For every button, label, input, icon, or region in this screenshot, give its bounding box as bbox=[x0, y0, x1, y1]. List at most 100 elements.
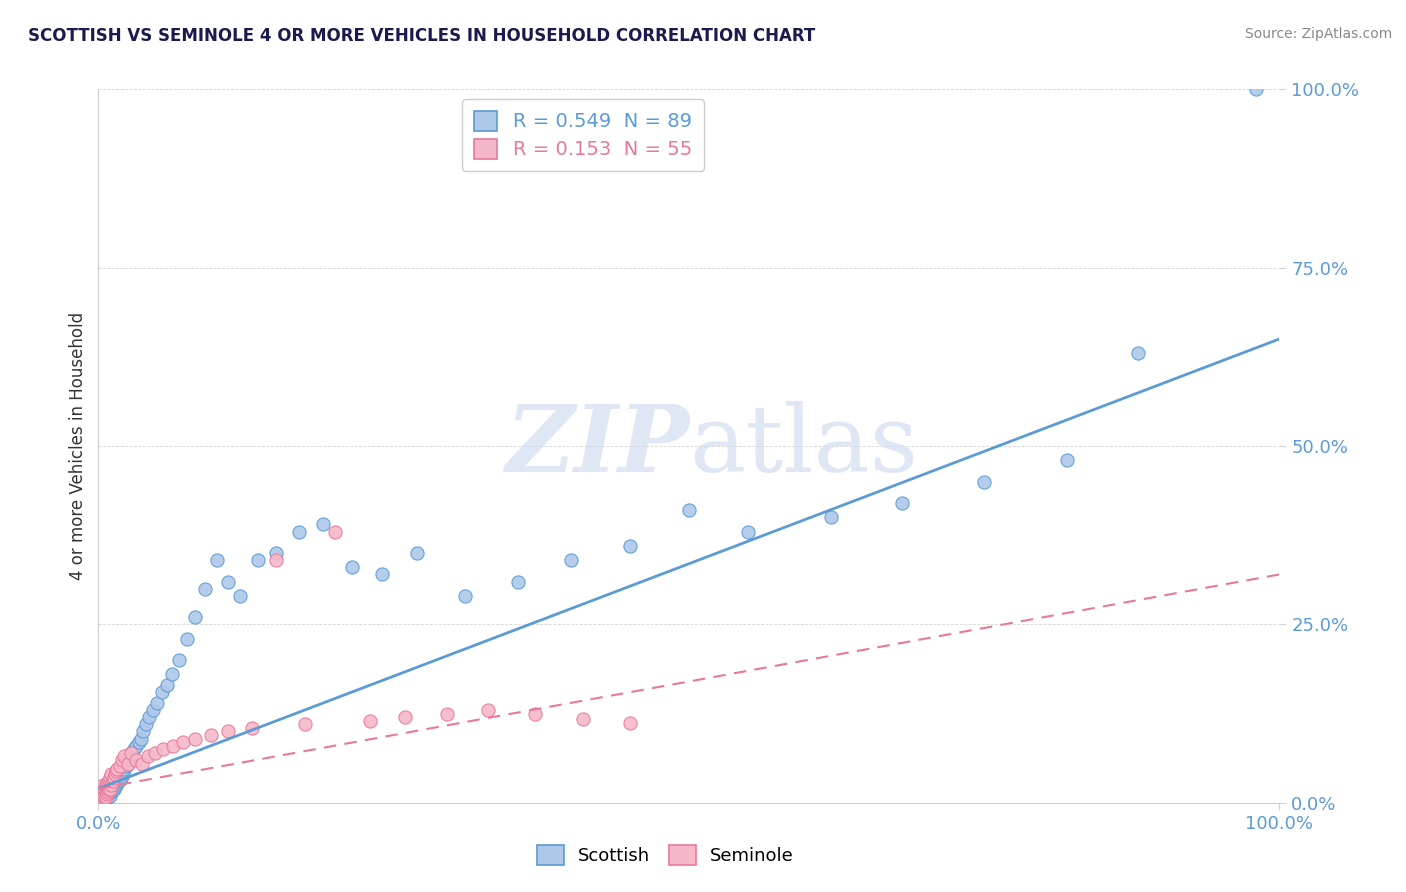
Point bbox=[100, 778, 122, 792]
Point bbox=[200, 728, 222, 742]
Point bbox=[125, 739, 148, 753]
Point bbox=[342, 560, 364, 574]
Point bbox=[91, 785, 114, 799]
Point bbox=[107, 762, 129, 776]
Point bbox=[96, 780, 118, 794]
Point bbox=[506, 574, 529, 589]
Point bbox=[312, 517, 335, 532]
Point bbox=[89, 792, 111, 806]
Point bbox=[436, 706, 458, 721]
Point bbox=[1126, 346, 1149, 360]
Point bbox=[176, 632, 198, 646]
Point bbox=[100, 767, 122, 781]
Point bbox=[194, 582, 217, 596]
Point bbox=[131, 756, 153, 771]
Point bbox=[108, 758, 131, 772]
Point bbox=[359, 714, 381, 728]
Point bbox=[105, 764, 128, 778]
Point bbox=[94, 785, 117, 799]
Point bbox=[973, 475, 995, 489]
Point bbox=[97, 780, 120, 794]
Point bbox=[98, 781, 121, 796]
Point bbox=[122, 742, 145, 756]
Point bbox=[129, 731, 152, 746]
Point bbox=[115, 755, 138, 769]
Point bbox=[94, 778, 117, 792]
Point bbox=[112, 765, 135, 780]
Point bbox=[118, 753, 141, 767]
Point bbox=[100, 778, 122, 792]
Point bbox=[371, 567, 394, 582]
Point bbox=[97, 785, 120, 799]
Point bbox=[217, 574, 239, 589]
Point bbox=[246, 553, 269, 567]
Point bbox=[94, 790, 117, 805]
Point bbox=[406, 546, 429, 560]
Point bbox=[150, 685, 173, 699]
Point bbox=[240, 721, 263, 735]
Point bbox=[136, 749, 159, 764]
Point bbox=[89, 792, 111, 806]
Point bbox=[90, 789, 112, 803]
Point bbox=[217, 724, 239, 739]
Point bbox=[167, 653, 190, 667]
Point bbox=[162, 739, 184, 753]
Point bbox=[264, 546, 287, 560]
Point bbox=[91, 792, 114, 806]
Point bbox=[108, 772, 131, 787]
Point bbox=[114, 758, 136, 772]
Point bbox=[264, 553, 287, 567]
Point bbox=[91, 781, 114, 796]
Point bbox=[128, 735, 150, 749]
Point bbox=[93, 789, 115, 803]
Point bbox=[93, 781, 115, 796]
Point bbox=[105, 776, 128, 790]
Point bbox=[93, 790, 115, 805]
Point bbox=[97, 790, 120, 805]
Point bbox=[104, 780, 127, 794]
Point bbox=[105, 762, 128, 776]
Point bbox=[91, 783, 114, 797]
Point bbox=[91, 790, 114, 805]
Point bbox=[571, 712, 593, 726]
Point bbox=[1244, 82, 1267, 96]
Point bbox=[121, 746, 143, 760]
Point bbox=[294, 717, 316, 731]
Point bbox=[121, 746, 143, 760]
Point bbox=[97, 776, 120, 790]
Point bbox=[94, 783, 117, 797]
Point bbox=[120, 749, 142, 764]
Point bbox=[160, 667, 183, 681]
Text: ZIP: ZIP bbox=[505, 401, 689, 491]
Point bbox=[172, 735, 194, 749]
Point bbox=[125, 753, 148, 767]
Point bbox=[112, 749, 135, 764]
Point bbox=[100, 785, 122, 799]
Point bbox=[90, 790, 112, 805]
Point bbox=[98, 787, 121, 801]
Point bbox=[96, 789, 118, 803]
Point bbox=[96, 778, 118, 792]
Point bbox=[101, 774, 124, 789]
Point bbox=[98, 783, 121, 797]
Point bbox=[820, 510, 842, 524]
Point bbox=[94, 789, 117, 803]
Point bbox=[146, 696, 169, 710]
Point bbox=[96, 785, 118, 799]
Point bbox=[560, 553, 582, 567]
Point bbox=[98, 781, 121, 796]
Point bbox=[477, 703, 499, 717]
Point bbox=[91, 787, 114, 801]
Point bbox=[111, 753, 134, 767]
Point bbox=[205, 553, 228, 567]
Point bbox=[101, 774, 124, 789]
Point bbox=[453, 589, 475, 603]
Point bbox=[135, 717, 157, 731]
Point bbox=[184, 731, 207, 746]
Point bbox=[229, 589, 252, 603]
Point bbox=[678, 503, 700, 517]
Point bbox=[91, 789, 114, 803]
Point bbox=[98, 771, 121, 785]
Point bbox=[93, 787, 115, 801]
Point bbox=[96, 787, 118, 801]
